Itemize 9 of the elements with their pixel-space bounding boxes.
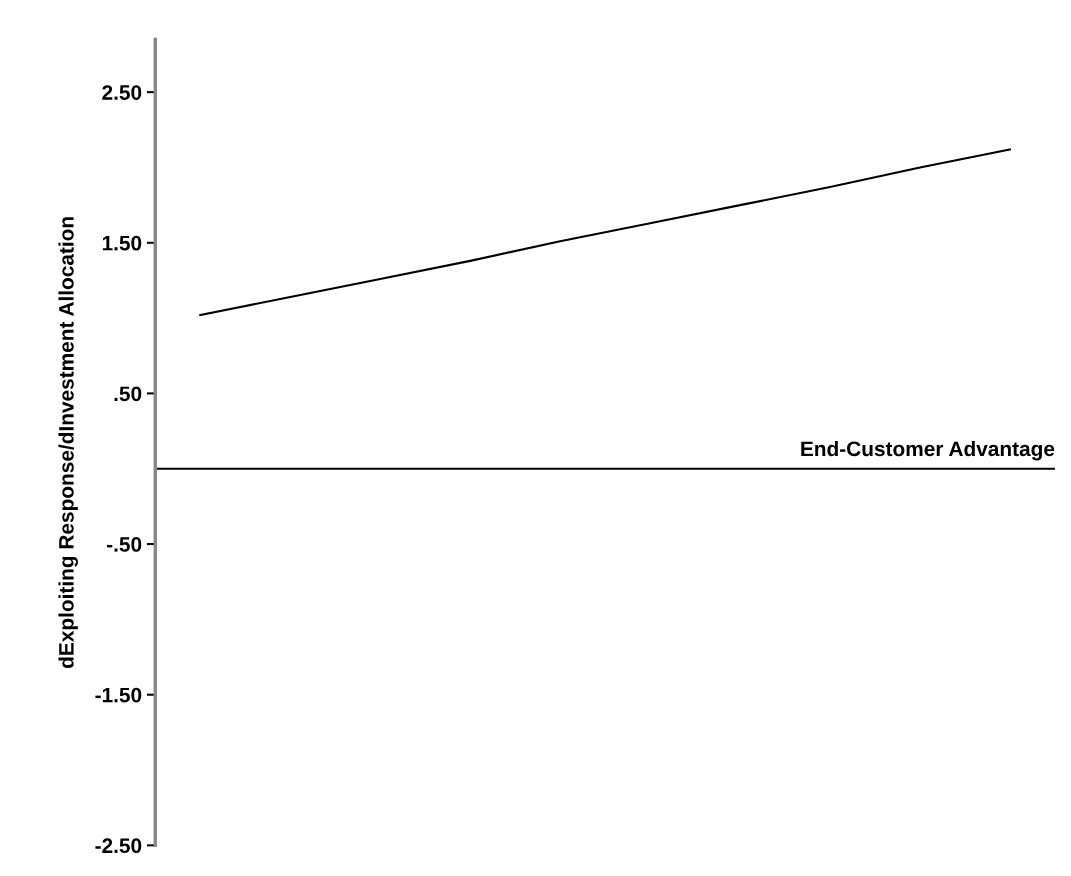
y-tick-label: -.50 (107, 537, 142, 552)
y-tick-label: 1.50 (102, 235, 142, 251)
ref-line-label: End-Customer Advantage (801, 440, 1055, 461)
y-tick-label: 2.50 (102, 85, 142, 100)
y-tick-label: -2.50 (95, 838, 142, 854)
y-axis-title: dExploiting Response/dInvestment Allocation (58, 217, 78, 668)
y-tick-label: .50 (114, 386, 142, 402)
line-series (199, 148, 1011, 317)
y-tick-label: -1.50 (95, 687, 142, 703)
